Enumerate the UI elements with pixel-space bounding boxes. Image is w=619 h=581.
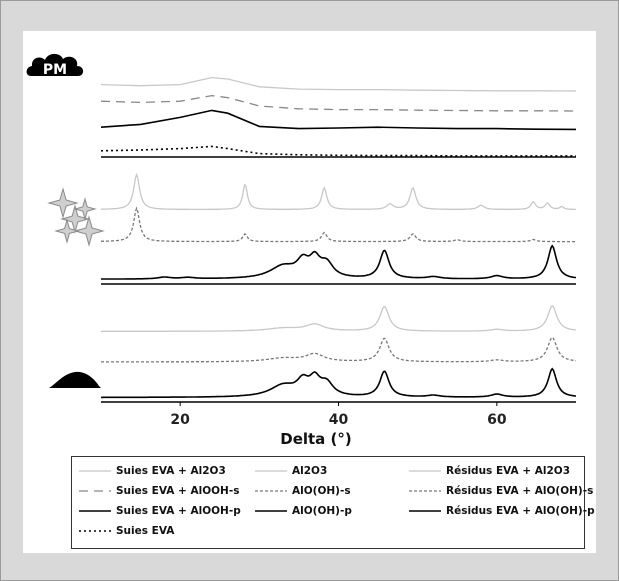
legend-swatch: [255, 490, 287, 492]
crystal-sparkle-icon: [47, 187, 105, 247]
legend: Suies EVA + Al2O3 Suies EVA + AlOOH-s Suie…: [71, 456, 595, 549]
legend-label: Al2O3: [292, 465, 328, 477]
legend-swatch: [79, 490, 111, 492]
pm-label: PM: [43, 62, 67, 78]
legend-swatch: [79, 510, 111, 512]
series-line-r-sidus-eva-al2o3: [101, 304, 577, 332]
legend-label: Suies EVA + AlOOH-p: [116, 505, 241, 517]
legend-label: AlO(OH)-p: [292, 505, 352, 517]
series-group-1: [100, 76, 577, 158]
x-tick-label: 20: [170, 412, 190, 428]
legend-swatch: [409, 490, 441, 492]
x-tick-label: 40: [329, 412, 349, 428]
legend-swatch: [409, 510, 441, 512]
legend-swatch: [255, 470, 287, 472]
x-tick-label: 60: [487, 412, 507, 428]
legend-item: Al2O3: [254, 463, 327, 479]
series-layer: [100, 76, 577, 399]
x-axis-label: Delta (°): [280, 430, 352, 448]
legend-item: AlO(OH)-p: [254, 503, 352, 519]
legend-item: Résidus EVA + Al2O3: [408, 463, 570, 479]
series-line-suies-eva: [100, 145, 576, 157]
legend-item: Suies EVA + Al2O3: [78, 463, 226, 479]
legend-label: AlO(OH)-s: [292, 485, 351, 497]
chart-panel: PM 20 40 60 Delta (°) Suies EVA + Al2O3 Sui…: [23, 31, 596, 553]
series-group-2: [100, 172, 577, 285]
legend-label: Résidus EVA + Al2O3: [446, 465, 571, 477]
series-line-suies-eva-al2o3: [100, 76, 577, 92]
series-line-r-sidus-eva-alo-oh-s: [101, 336, 577, 363]
legend-label: Suies EVA + Al2O3: [116, 465, 226, 477]
x-axis: 20 40 60: [101, 401, 576, 428]
legend-item: Suies EVA + AlOOH-p: [78, 503, 241, 519]
series-line-r-sidus-eva-alo-oh-p: [101, 367, 577, 399]
legend-item: Résidus EVA + AlO(OH)-s: [408, 483, 593, 499]
series-line-suies-eva-alooh-p: [100, 109, 577, 131]
pm-cloud-icon: [26, 53, 84, 76]
legend-item: Résidus EVA + AlO(OH)-p: [408, 503, 595, 519]
series-line-al2o3: [101, 172, 576, 211]
series-line-suies-eva-alooh-s: [100, 94, 577, 112]
legend-swatch: [409, 470, 441, 472]
legend-item: AlO(OH)-s: [254, 483, 351, 499]
series-line-alo-oh-p: [100, 244, 577, 280]
residue-pile-icon: [49, 371, 101, 388]
legend-swatch: [255, 510, 287, 512]
xrd-chart: PM 20 40 60 Delta (°): [26, 53, 577, 448]
legend-swatch: [79, 470, 111, 472]
series-line-alo-oh-s: [100, 206, 576, 243]
legend-label: Résidus EVA + AlO(OH)-s: [446, 485, 594, 497]
group-icons: PM: [26, 53, 105, 388]
legend-label: Suies EVA: [116, 525, 175, 537]
legend-label: Résidus EVA + AlO(OH)-p: [446, 505, 595, 517]
legend-label: Suies EVA + AlOOH-s: [116, 485, 240, 497]
legend-item: Suies EVA: [78, 523, 174, 539]
legend-swatch: [79, 530, 111, 532]
series-group-3: [101, 304, 577, 399]
legend-item: Suies EVA + AlOOH-s: [78, 483, 239, 499]
